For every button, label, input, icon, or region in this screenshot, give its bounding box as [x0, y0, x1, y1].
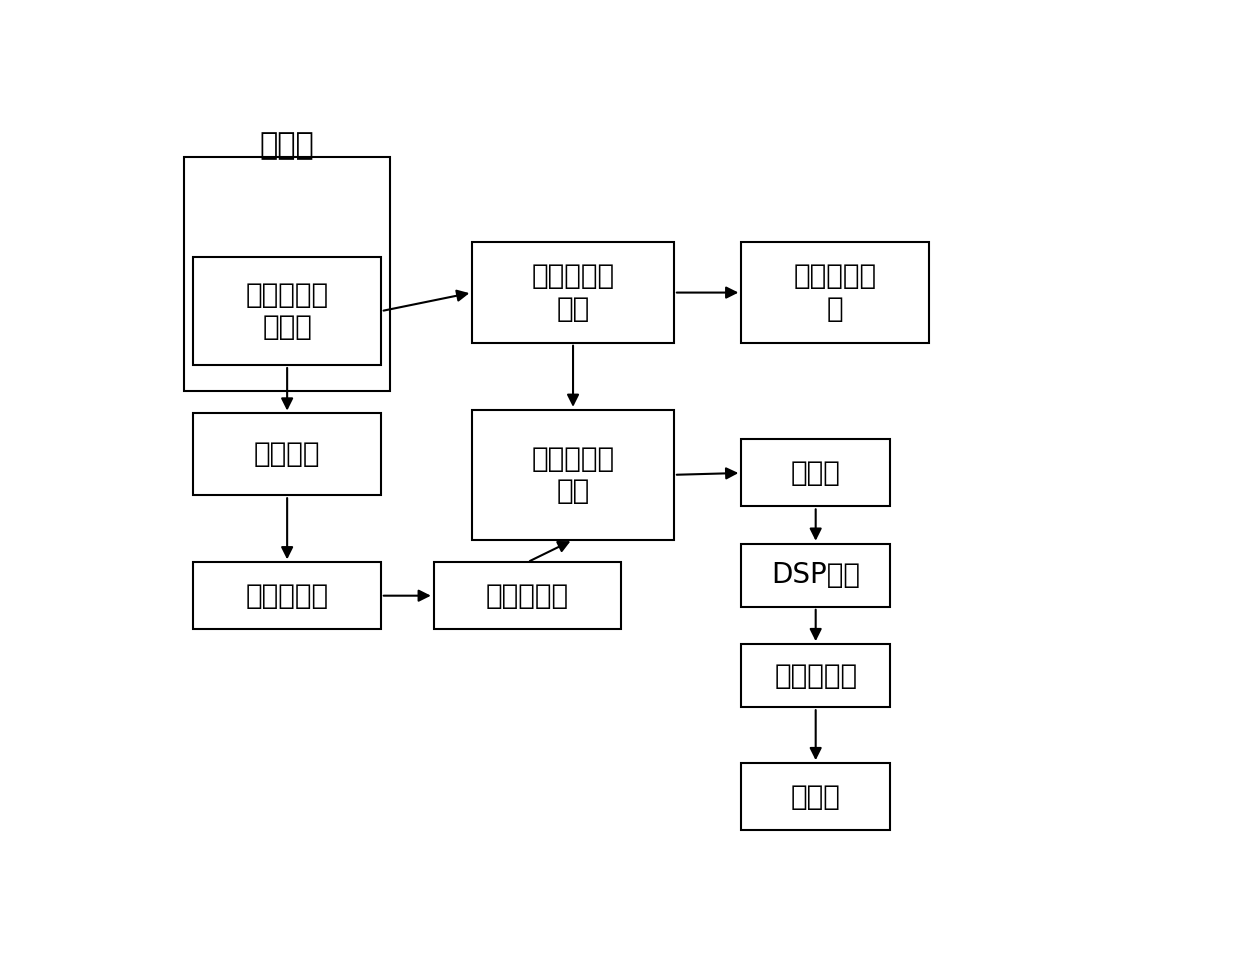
Bar [742, 544, 890, 607]
Bar [193, 562, 381, 629]
Text: 接收放大电
路: 接收放大电 路 [794, 263, 877, 323]
Bar [742, 440, 890, 506]
Bar [472, 242, 675, 343]
Bar [193, 257, 381, 365]
Text: 信号输出端: 信号输出端 [774, 662, 857, 690]
Text: 感应线圈: 感应线圈 [254, 440, 320, 469]
Text: 显示屏: 显示屏 [791, 782, 841, 810]
Bar [742, 763, 890, 830]
Text: 信号整合端: 信号整合端 [246, 582, 329, 610]
Text: 钐钴合金永
久磁体: 钐钴合金永 久磁体 [246, 281, 329, 341]
Bar [434, 562, 621, 629]
Text: DSP芯片: DSP芯片 [771, 561, 861, 589]
Bar [742, 644, 890, 707]
Text: 计算机: 计算机 [791, 459, 841, 487]
Text: 低噪声放大
电路: 低噪声放大 电路 [532, 263, 615, 323]
Bar [193, 413, 381, 496]
Bar [742, 242, 929, 343]
Text: 信号处理端: 信号处理端 [486, 582, 569, 610]
Bar [472, 410, 675, 540]
Text: 测量电路放
大器: 测量电路放 大器 [532, 444, 615, 505]
Text: 探测端: 探测端 [259, 131, 315, 160]
Bar [184, 156, 391, 391]
